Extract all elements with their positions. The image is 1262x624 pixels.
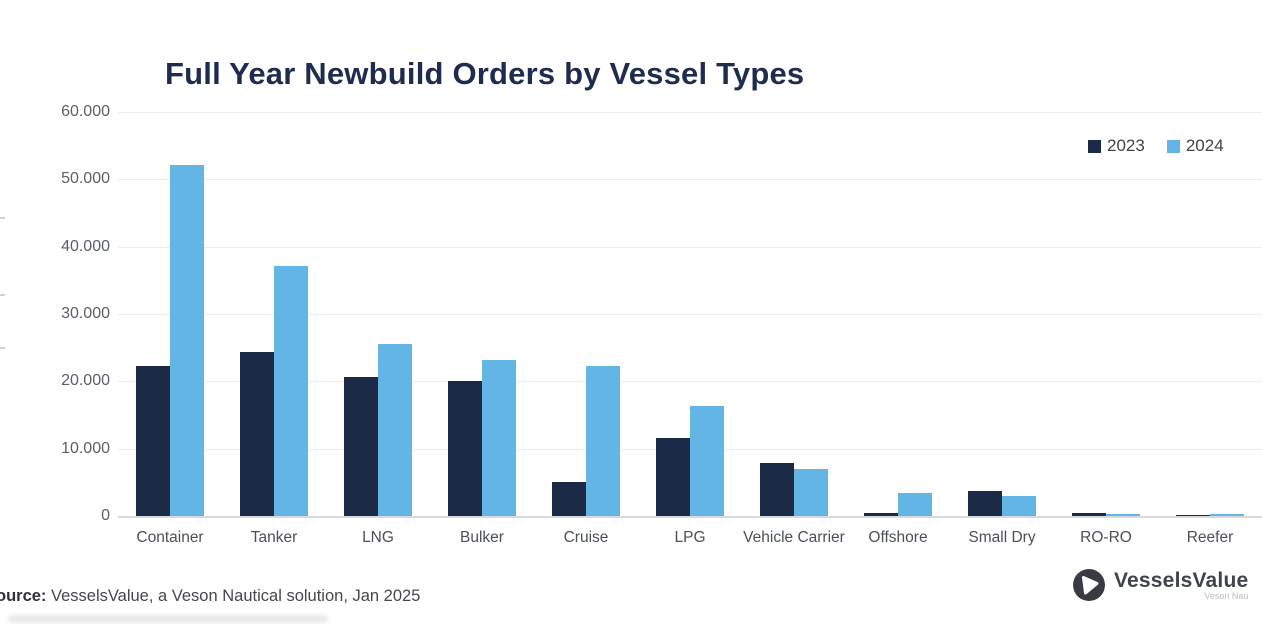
bar-2023 [760, 463, 794, 516]
source-attribution: ource: VesselsValue, a Veson Nautical so… [0, 587, 420, 606]
bar-2023 [968, 491, 1002, 516]
bar-2023 [552, 482, 586, 516]
logo-sub-text: Veson Nau [1204, 591, 1249, 601]
y-tick-label: 60.000 [61, 103, 110, 120]
y-tick-label: 40.000 [61, 237, 110, 255]
bar-2024 [690, 406, 724, 516]
plot-area [118, 112, 1262, 518]
y-axis-tick-labels: 60.000 50.000 40.000 30.000 20.000 10.000 0 [0, 103, 110, 524]
bar-2024 [586, 365, 620, 516]
bar-2024 [1210, 513, 1244, 516]
source-text: VesselsValue, a Veson Nautical solution,… [46, 587, 421, 605]
legend-item-2023: 2023 [1088, 136, 1145, 156]
bar-groups [118, 112, 1262, 516]
logo-brand-text: VesselsValue [1114, 569, 1249, 592]
bar-group [638, 112, 742, 516]
bar-group [222, 112, 326, 516]
bar-group [534, 112, 638, 516]
bar-2023 [656, 437, 690, 516]
bar-2023 [240, 352, 274, 516]
bar-2024 [482, 359, 516, 516]
legend-label: 2024 [1185, 136, 1224, 155]
legend-item-2024: 2024 [1166, 136, 1224, 156]
bar-2024 [1106, 513, 1140, 516]
vesselsvalue-logo: VesselsValue Veson Nau [1072, 568, 1248, 602]
x-category-label: Tanker [250, 529, 298, 546]
bar-2023 [448, 381, 482, 516]
y-tick-label: 0 [101, 507, 110, 524]
y-tick-label: 10.000 [61, 439, 110, 457]
chart-title: Full Year Newbuild Orders by Vessel Type… [165, 56, 805, 91]
y-tick-label: 30.000 [61, 305, 110, 322]
bar-2023 [864, 512, 898, 516]
bar-group [742, 112, 846, 516]
gridline [118, 112, 1262, 113]
bar-2023 [1176, 515, 1210, 516]
y-tick-label: 50.000 [61, 170, 110, 188]
bar-2024 [1002, 496, 1036, 516]
vesselsvalue-logo-icon [1073, 569, 1105, 601]
x-category-label: Offshore [868, 529, 928, 546]
x-category-label: LPG [674, 529, 706, 546]
x-category-label: Vehicle Carrier [743, 529, 845, 546]
edge-artifact-tick [0, 294, 5, 296]
x-category-label: Reefer [1186, 529, 1234, 546]
bar-group [1054, 112, 1158, 516]
bar-group [1158, 112, 1262, 516]
edge-artifact-tick [0, 347, 5, 349]
gridline [118, 314, 1262, 315]
x-category-label: Container [136, 529, 204, 546]
x-category-label: LNG [362, 529, 394, 546]
bar-2023 [1072, 513, 1106, 516]
source-label: ource: [0, 587, 47, 605]
chart-legend: 2023 2024 [1088, 136, 1224, 156]
gridline [118, 246, 1262, 248]
x-category-label: Cruise [563, 529, 609, 546]
edge-artifact-tick [0, 217, 5, 219]
bar-2024 [378, 344, 412, 516]
bar-2023 [136, 365, 170, 516]
legend-swatch-icon [1166, 139, 1180, 153]
gridline [118, 381, 1262, 383]
x-category-label: Bulker [460, 529, 504, 546]
bar-group [326, 112, 430, 516]
bar-2024 [274, 266, 308, 516]
legend-swatch-icon [1088, 139, 1101, 153]
bottom-edge-artifact [8, 615, 328, 623]
y-tick-label: 20.000 [61, 372, 110, 390]
bar-2023 [344, 376, 378, 516]
bar-group [846, 112, 950, 516]
x-category-label: RO-RO [1080, 529, 1132, 546]
legend-label: 2023 [1107, 136, 1145, 155]
bar-group [118, 112, 222, 516]
bar-2024 [898, 493, 932, 516]
x-axis-category-labels: Container Tanker LNG Bulker Cruise LPG Vehicle… [118, 528, 1262, 549]
x-axis-line [118, 516, 1262, 518]
x-category-label: Small Dry [968, 529, 1036, 546]
bar-group [430, 112, 534, 516]
bar-group [950, 112, 1054, 516]
gridline [118, 179, 1262, 181]
bar-2024 [170, 164, 204, 516]
bar-2024 [794, 468, 828, 516]
